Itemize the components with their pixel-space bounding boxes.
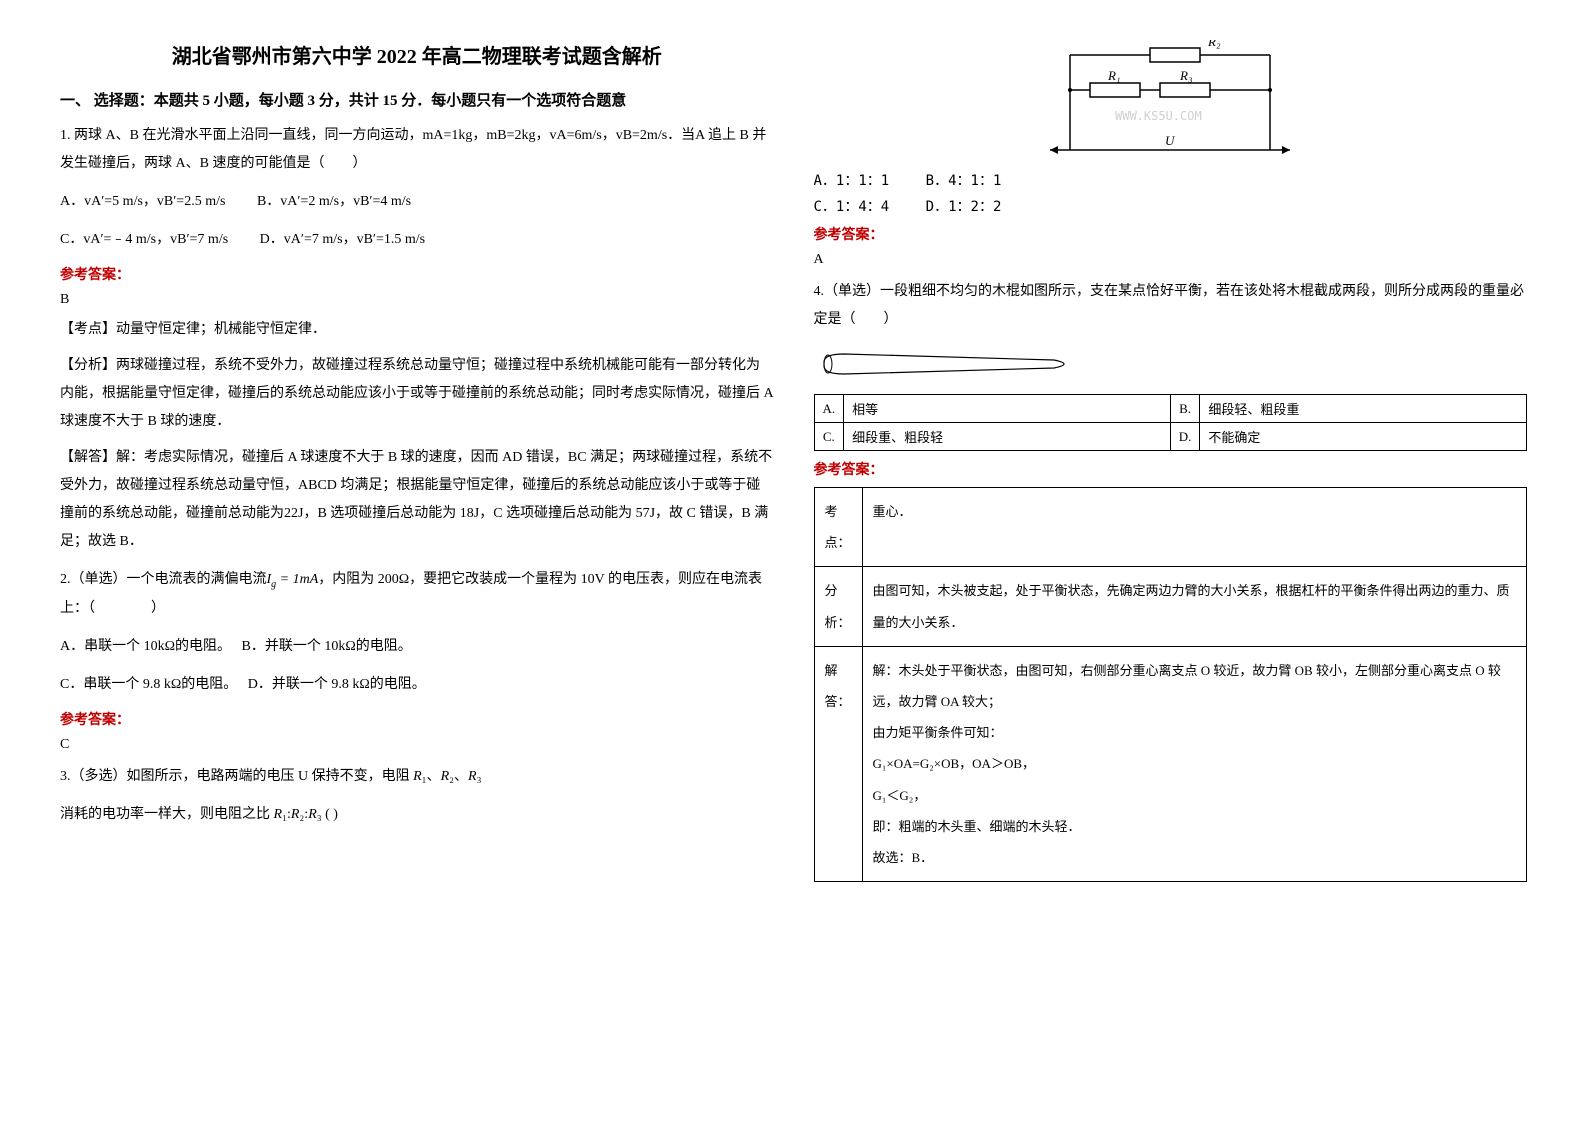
q1-optC: C．vA′=﹣4 m/s，vB′=7 m/s (60, 232, 228, 247)
watermark: WWW.KS5U.COM (1115, 109, 1202, 123)
q1-answer: B (60, 292, 774, 308)
q4-answer-label: 参考答案： (814, 459, 1528, 479)
q3-optC: C．1：4：4 (814, 199, 890, 215)
q4-optD-label: D. (1170, 423, 1200, 451)
q4-jieda-5: 即：粗端的木头重、细端的木头轻． (873, 811, 1517, 842)
q1-stem: 1. 两球 A、B 在光滑水平面上沿同一直线，同一方向运动，mA=1kg，mB=… (60, 122, 774, 178)
label-R1: R₁ (1107, 68, 1120, 83)
q4-jieda-1: 解：木头处于平衡状态，由图可知，右侧部分重心离支点 O 较近，故力臂 OB 较小… (873, 655, 1517, 717)
q2-optC: C．串联一个 9.8 kΩ的电阻。 (60, 677, 230, 692)
q2-optD: D．并联一个 9.8 kΩ的电阻。 (248, 677, 426, 692)
page-title: 湖北省鄂州市第六中学 2022 年高二物理联考试题含解析 (60, 40, 774, 69)
q4-optD: 不能确定 (1200, 423, 1527, 451)
q4-optC: 细段重、粗段轻 (844, 423, 1171, 451)
left-column: 湖北省鄂州市第六中学 2022 年高二物理联考试题含解析 一、 选择题：本题共 … (60, 40, 774, 1082)
q2-options-row1: A．串联一个 10kΩ的电阻。 B．并联一个 10kΩ的电阻。 (60, 633, 774, 661)
q4-optA: 相等 (844, 395, 1171, 423)
q1-answer-label: 参考答案： (60, 264, 774, 284)
q4-kaodian-label: 考点： (814, 488, 862, 567)
q2-optB: B．并联一个 10kΩ的电阻。 (242, 639, 412, 654)
q3-options-row2: C．1：4：4 D．1：2：2 (814, 196, 1528, 216)
q4-rod-diagram (814, 344, 1094, 384)
q1-optD: D．vA′=7 m/s，vB′=1.5 m/s (260, 232, 425, 247)
q4-jieda-label: 解答： (814, 646, 862, 881)
q1-kaodian: 【考点】动量守恒定律；机械能守恒定律． (60, 316, 774, 344)
q3-stem-a: 3.（多选）如图所示，电路两端的电压 U 保持不变，电阻 (60, 769, 410, 784)
q3-stem-c: ( ) (325, 807, 338, 822)
q4-stem: 4.（单选）一段粗细不均匀的木棍如图所示，支在某点恰好平衡，若在该处将木棍截成两… (814, 278, 1528, 334)
q3-stem-b: 消耗的电功率一样大，则电阻之比 (60, 807, 270, 822)
label-R2: R₂ (1207, 40, 1221, 49)
q1-options-row2: C．vA′=﹣4 m/s，vB′=7 m/s D．vA′=7 m/s，vB′=1… (60, 226, 774, 254)
q1-options-row1: A．vA′=5 m/s，vB′=2.5 m/s B．vA′=2 m/s，vB′=… (60, 188, 774, 216)
q4-kaodian: 重心． (862, 488, 1527, 567)
q4-optC-label: C. (814, 423, 844, 451)
q4-jieda-4: G₁＜G₂， (873, 780, 1517, 811)
q3-circuit-diagram: R₁ R₂ R₃ U WWW.KS5U.COM (1030, 40, 1310, 160)
q4-options-table: A. 相等 B. 细段轻、粗段重 C. 细段重、粗段轻 D. 不能确定 (814, 394, 1528, 451)
q3-optB: B．4：1：1 (926, 173, 1002, 189)
q1-optB: B．vA′=2 m/s，vB′=4 m/s (257, 194, 411, 209)
q2-stem-a: 2.（单选）一个电流表的满偏电流 (60, 572, 267, 587)
q4-jieda-3: G₁×OA=G₂×OB，OA＞OB， (873, 748, 1517, 779)
q3-stem-line2: 消耗的电功率一样大，则电阻之比 R₁:R₂:R₃ ( ) (60, 801, 774, 829)
q2-options-row2: C．串联一个 9.8 kΩ的电阻。 D．并联一个 9.8 kΩ的电阻。 (60, 671, 774, 699)
label-U: U (1165, 133, 1176, 148)
q4-optB-label: B. (1170, 395, 1200, 423)
q3-optD: D．1：2：2 (926, 199, 1002, 215)
q4-fenxi: 由图可知，木头被支起，处于平衡状态，先确定两边力臂的大小关系，根据杠杆的平衡条件… (862, 567, 1527, 646)
q4-solution-table: 考点： 重心． 分析： 由图可知，木头被支起，处于平衡状态，先确定两边力臂的大小… (814, 487, 1528, 882)
label-R3: R₃ (1179, 68, 1192, 83)
q2-optA: A．串联一个 10kΩ的电阻。 (60, 639, 224, 654)
q4-optB: 细段轻、粗段重 (1200, 395, 1527, 423)
q2-stem: 2.（单选）一个电流表的满偏电流Ig = 1mA，内阻为 200Ω，要把它改装成… (60, 566, 774, 623)
q1-fenxi: 【分析】两球碰撞过程，系统不受外力，故碰撞过程系统总动量守恒；碰撞过程中系统机械… (60, 352, 774, 436)
q4-jieda: 解：木头处于平衡状态，由图可知，右侧部分重心离支点 O 较近，故力臂 OB 较小… (862, 646, 1527, 881)
q4-optA-label: A. (814, 395, 844, 423)
q3-stem-line1: 3.（多选）如图所示，电路两端的电压 U 保持不变，电阻 R₁、R₂、R₃ (60, 763, 774, 791)
q1-jieda: 【解答】解：考虑实际情况，碰撞后 A 球速度不大于 B 球的速度，因而 AD 错… (60, 444, 774, 556)
q4-jieda-6: 故选：B． (873, 842, 1517, 873)
q3-optA: A．1：1：1 (814, 173, 890, 189)
section1-heading: 一、 选择题：本题共 5 小题，每小题 3 分，共计 15 分．每小题只有一个选… (60, 89, 774, 110)
q3-answer-label: 参考答案： (814, 224, 1528, 244)
q4-jieda-2: 由力矩平衡条件可知： (873, 717, 1517, 748)
q4-fenxi-label: 分析： (814, 567, 862, 646)
q1-optA: A．vA′=5 m/s，vB′=2.5 m/s (60, 194, 225, 209)
q2-answer-label: 参考答案： (60, 709, 774, 729)
q3-options-row1: A．1：1：1 B．4：1：1 (814, 170, 1528, 190)
q2-answer: C (60, 737, 774, 753)
right-column: R₁ R₂ R₃ U WWW.KS5U.COM A．1：1：1 B．4：1：1 … (814, 40, 1528, 1082)
q3-answer: A (814, 252, 1528, 268)
